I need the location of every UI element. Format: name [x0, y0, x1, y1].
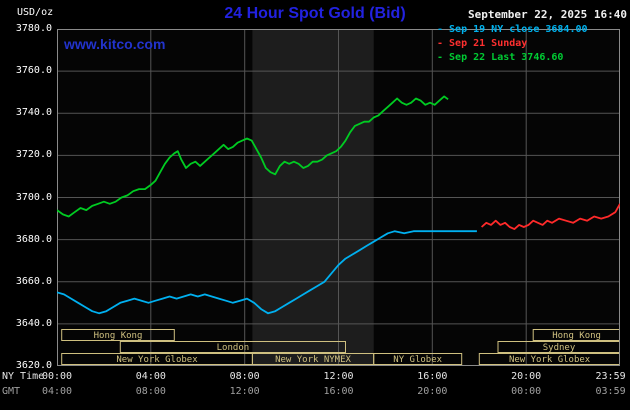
series-line-2 — [57, 95, 449, 218]
x-axis-row-label: NY Time — [2, 371, 45, 382]
x-tick-label: 20:00 — [511, 371, 542, 382]
session-box — [497, 341, 620, 353]
session-label: NY Globex — [393, 355, 442, 365]
x-tick-label: 12:00 — [323, 371, 354, 382]
y-tick-label: 3780.0 — [15, 23, 52, 34]
chart-title: 24 Hour Spot Gold (Bid) — [224, 5, 406, 22]
session-label: New York NYMEX — [275, 355, 351, 365]
x-tick-label: 16:00 — [417, 371, 448, 382]
x-tick-label: 04:00 — [41, 386, 73, 397]
x-tick-label: 20:00 — [417, 386, 448, 397]
legend: - Sep 19 NY close 3684.00 - Sep 21 Sunday… — [437, 23, 588, 65]
session-label: Sydney — [543, 343, 576, 353]
session-label: London — [217, 343, 250, 353]
session-box — [61, 329, 175, 341]
legend-item: - Sep 22 Last 3746.60 — [437, 52, 564, 63]
session-box — [478, 353, 620, 365]
x-tick-label: 03:59 — [595, 386, 626, 397]
plot-border — [57, 29, 620, 366]
x-tick-label: 00:00 — [511, 386, 542, 397]
x-tick-label: 08:00 — [229, 371, 260, 382]
y-tick-label: 3700.0 — [15, 191, 52, 203]
x-tick-label: 08:00 — [135, 386, 166, 397]
x-tick-label: 16:00 — [323, 386, 354, 397]
y-tick-label: 3720.0 — [15, 149, 52, 161]
series-line-0 — [57, 230, 477, 315]
x-tick-label: 00:00 — [41, 371, 73, 382]
y-tick-label: 3620.0 — [15, 360, 52, 371]
session-label: New York Globex — [116, 355, 198, 365]
y-tick-label: 3680.0 — [15, 233, 52, 245]
datetime-label: September 22, 2025 16:40 — [468, 8, 627, 21]
y-tick-label: 3740.0 — [15, 107, 52, 119]
series-line-1 — [481, 203, 620, 231]
x-tick-label: 23:59 — [595, 371, 626, 382]
y-tick-label: 3660.0 — [15, 275, 52, 287]
legend-item: - Sep 19 NY close 3684.00 — [437, 24, 588, 35]
session-box — [373, 353, 463, 365]
units-label: USD/oz — [17, 7, 54, 18]
y-tick-label: 3760.0 — [15, 65, 52, 77]
session-box — [532, 329, 620, 341]
session-label: Hong Kong — [94, 331, 143, 341]
x-tick-label: 04:00 — [135, 371, 166, 382]
y-tick-label: 3640.0 — [15, 317, 52, 329]
session-box — [119, 341, 346, 353]
kitco-link[interactable]: www.kitco.com — [64, 36, 166, 52]
x-axis-row-label: GMT — [2, 386, 21, 397]
session-label: New York Globex — [509, 355, 591, 365]
plot-area: Hong Kong Hong Kong London Sydney New York G… — [57, 29, 620, 366]
legend-item: - Sep 21 Sunday — [437, 38, 528, 49]
x-tick-label: 12:00 — [229, 386, 260, 397]
session-label: Hong Kong — [552, 331, 601, 341]
